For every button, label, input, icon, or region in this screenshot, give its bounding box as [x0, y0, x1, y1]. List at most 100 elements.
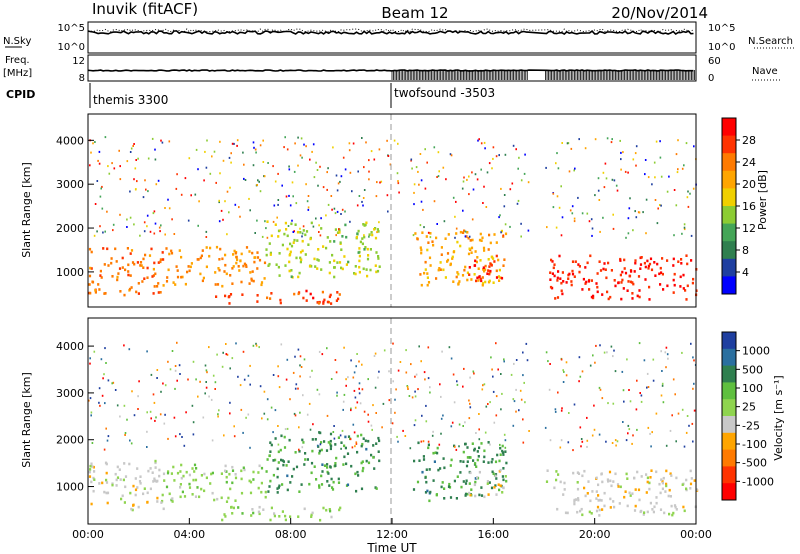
heat-cell: [495, 477, 498, 480]
heat-cell: [406, 385, 409, 387]
heat-cell: [680, 258, 683, 261]
heat-cell: [310, 265, 313, 268]
heat-cell: [101, 481, 104, 485]
heat-cell: [427, 377, 430, 380]
heat-cell: [612, 227, 615, 230]
heat-cell: [646, 372, 649, 375]
heat-cell: [189, 265, 192, 269]
heat-cell: [211, 155, 213, 158]
heat-cell: [171, 497, 174, 500]
heat-cell: [347, 435, 351, 438]
heat-cell: [661, 481, 664, 485]
heat-cell: [580, 445, 582, 448]
heat-cell: [479, 232, 482, 236]
heat-cell: [326, 466, 329, 469]
heat-cell: [142, 257, 145, 261]
heat-cell: [374, 352, 377, 355]
heat-cell: [330, 195, 333, 197]
heat-cell: [90, 414, 92, 417]
heat-cell: [250, 514, 253, 517]
heat-cell: [611, 178, 614, 181]
heat-cell: [262, 161, 265, 163]
heat-cell: [520, 179, 523, 182]
heat-cell: [277, 375, 280, 378]
heat-cell: [330, 515, 333, 519]
heat-cell: [679, 275, 682, 279]
heat-cell: [626, 289, 629, 292]
heat-cell: [96, 230, 98, 233]
heat-cell: [334, 443, 337, 446]
heat-cell: [622, 421, 624, 423]
heat-cell: [333, 437, 336, 440]
heat-cell: [417, 170, 419, 173]
heat-cell: [188, 157, 191, 160]
heat-cell: [111, 275, 114, 278]
heat-cell: [466, 456, 469, 459]
heat-cell: [476, 178, 479, 181]
heat-cell: [288, 438, 291, 442]
heat-cell: [414, 390, 416, 393]
heat-cell: [328, 295, 331, 299]
heat-cell: [349, 171, 352, 174]
heat-cell: [173, 416, 176, 419]
heat-cell: [462, 425, 464, 427]
heat-cell: [639, 510, 642, 514]
heat-cell: [491, 458, 494, 461]
heat-cell: [649, 432, 651, 435]
heat-cell: [349, 220, 351, 223]
heat-cell: [489, 269, 492, 273]
heat-cell: [607, 297, 610, 301]
x-tick-label: 00:00: [72, 528, 104, 541]
heat-cell: [105, 427, 107, 430]
heat-cell: [312, 143, 315, 146]
heat-cell: [472, 370, 475, 373]
heat-cell: [176, 173, 178, 176]
heat-cell: [133, 262, 136, 266]
heat-cell: [605, 177, 608, 180]
heat-cell: [373, 355, 376, 357]
heat-cell: [111, 382, 113, 385]
heat-cell: [599, 230, 601, 233]
heat-cell: [266, 398, 269, 401]
heat-cell: [295, 256, 298, 260]
heat-cell: [251, 508, 254, 511]
heat-cell: [656, 262, 659, 266]
heat-cell: [500, 276, 504, 280]
heat-cell: [476, 256, 479, 259]
heat-cell: [286, 488, 289, 492]
heat-cell: [187, 378, 189, 381]
heat-cell: [295, 383, 298, 386]
heat-cell: [672, 264, 675, 267]
heat-cell: [274, 437, 277, 440]
heat-cell: [333, 259, 336, 263]
heat-cell: [648, 487, 651, 491]
heat-cell: [595, 509, 599, 513]
heat-cell: [206, 371, 208, 374]
colorbar-tick-label: -25: [742, 419, 760, 432]
heat-cell: [90, 267, 93, 270]
heat-cell: [638, 498, 641, 502]
heat-cell: [588, 288, 591, 291]
colorbar-tick-label: 28: [742, 134, 756, 147]
heat-cell: [128, 348, 131, 351]
heat-cell: [594, 138, 597, 141]
heat-cell: [590, 279, 593, 282]
heat-cell: [365, 141, 367, 144]
heat-cell: [366, 257, 370, 261]
heat-cell: [89, 357, 91, 360]
heat-cell: [225, 343, 227, 345]
heat-cell: [224, 294, 227, 298]
heat-cell: [243, 468, 246, 472]
heat-cell: [405, 349, 407, 352]
heat-cell: [648, 285, 651, 289]
heat-cell: [661, 382, 664, 385]
heat-cell: [143, 230, 146, 233]
heat-cell: [615, 184, 618, 187]
heat-cell: [129, 252, 132, 255]
heat-cell: [427, 241, 430, 244]
heat-cell: [689, 469, 692, 473]
heat-cell: [558, 206, 561, 209]
heat-cell: [502, 478, 505, 482]
